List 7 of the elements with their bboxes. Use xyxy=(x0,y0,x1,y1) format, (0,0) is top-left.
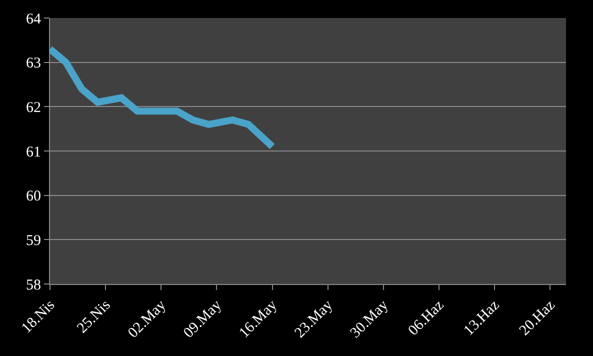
y-tick-label: 58 xyxy=(26,277,41,294)
y-tick-label: 63 xyxy=(26,56,41,72)
y-tick-label: 59 xyxy=(26,232,41,249)
y-tick-label: 60 xyxy=(26,188,41,205)
y-tick-label: 61 xyxy=(26,144,41,160)
y-tick-label: 64 xyxy=(26,11,42,28)
y-tick-label: 62 xyxy=(26,100,41,116)
